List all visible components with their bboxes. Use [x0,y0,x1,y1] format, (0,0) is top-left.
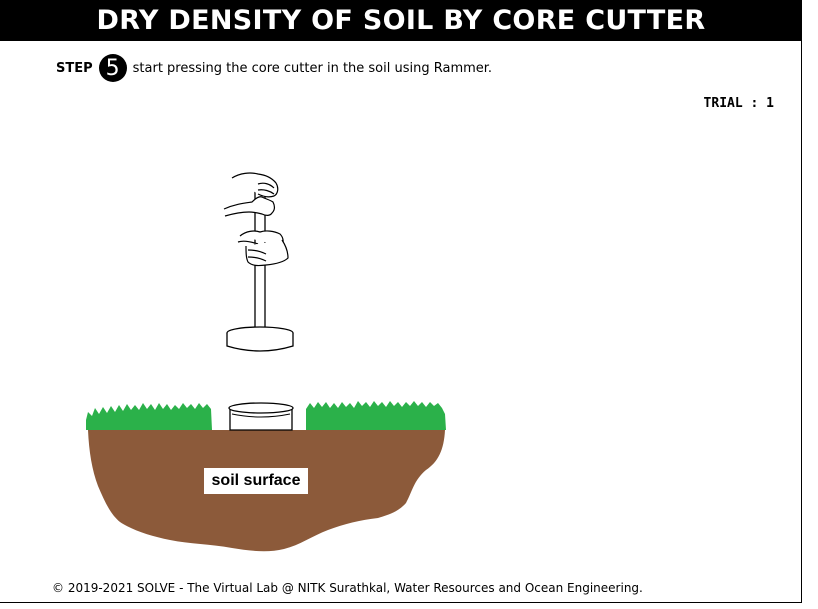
step-number-badge: 5 [98,54,127,82]
page-title: DRY DENSITY OF SOIL BY CORE CUTTER [96,5,706,36]
lab-frame [0,0,802,603]
step-label: STEP [56,60,93,76]
grass-left [86,403,212,430]
hand-icon [223,172,279,217]
grass-right [306,401,446,430]
soil-surface-label: soil surface [204,468,308,494]
step-instruction: STEP 5 start pressing the core cutter in… [56,54,492,82]
core-cutter-icon [228,402,294,431]
footer-copyright: © 2019-2021 SOLVE - The Virtual Lab @ NI… [52,581,643,595]
trial-indicator: TRIAL : 1 [703,96,774,111]
title-bar: DRY DENSITY OF SOIL BY CORE CUTTER [0,0,802,41]
hand-icon [237,230,289,267]
step-text: start pressing the core cutter in the so… [132,60,493,76]
